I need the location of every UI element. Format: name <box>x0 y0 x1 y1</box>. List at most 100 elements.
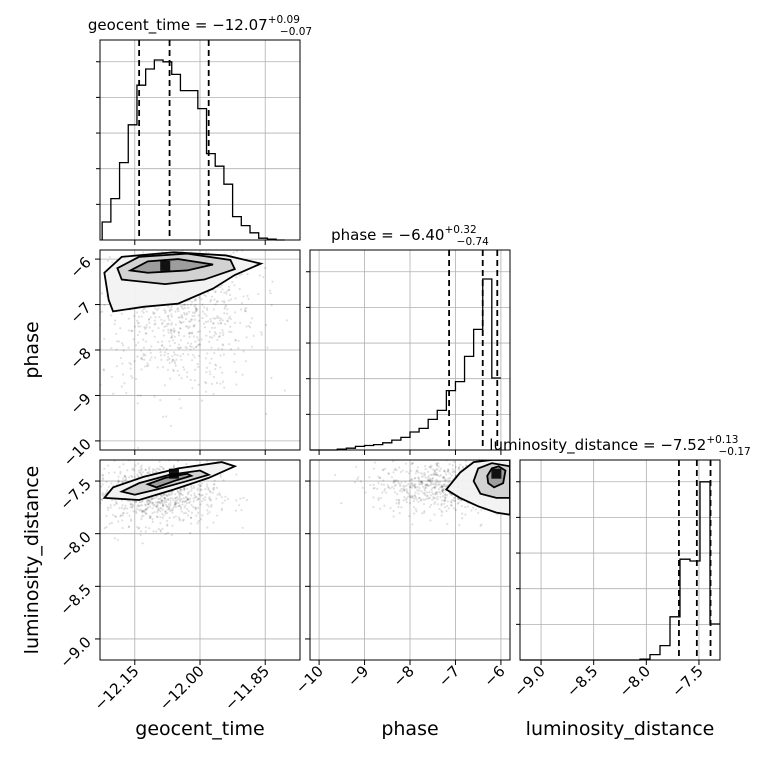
scatter-point <box>179 506 183 509</box>
scatter-point <box>376 487 379 490</box>
scatter-point <box>117 479 120 482</box>
scatter-point <box>229 293 232 297</box>
scatter-point <box>443 479 447 483</box>
scatter-point <box>203 312 206 315</box>
scatter-point <box>114 500 118 503</box>
scatter-point <box>171 360 174 363</box>
scatter-point <box>444 470 447 473</box>
scatter-point <box>98 462 100 464</box>
scatter-point <box>173 362 177 365</box>
scatter-point <box>221 329 224 332</box>
scatter-point <box>397 480 400 483</box>
scatter-point <box>155 505 158 508</box>
scatter-point <box>220 317 223 320</box>
scatter-point <box>195 346 198 349</box>
scatter-point <box>205 334 208 337</box>
scatter-point <box>536 490 538 492</box>
scatter-point <box>218 316 221 319</box>
scatter-point <box>205 314 208 317</box>
scatter-point <box>417 492 420 495</box>
scatter-point <box>141 471 144 474</box>
scatter-point <box>244 306 248 309</box>
scatter-point <box>412 500 415 503</box>
histogram-luminosity_distance <box>520 481 720 661</box>
scatter-point <box>81 507 83 509</box>
x-tick-label: −8.5 <box>563 662 601 700</box>
scatter-point <box>174 499 178 503</box>
scatter-point <box>185 241 187 243</box>
scatter-point <box>171 334 174 337</box>
scatter-point <box>182 365 185 369</box>
scatter-point <box>191 311 195 314</box>
scatter-point <box>219 366 222 369</box>
scatter-point <box>429 465 432 468</box>
scatter-point <box>411 462 414 465</box>
scatter-point <box>128 476 131 479</box>
scatter-point <box>240 235 242 237</box>
scatter-point <box>176 490 179 493</box>
scatter-point <box>141 542 144 545</box>
scatter-point <box>232 225 234 227</box>
scatter-point <box>164 496 167 500</box>
scatter-point <box>194 507 198 510</box>
scatter-point <box>240 244 242 246</box>
scatter-point <box>195 309 198 313</box>
scatter-point <box>424 476 427 479</box>
scatter-point <box>421 482 424 485</box>
scatter-point <box>183 506 186 509</box>
scatter-point <box>156 502 159 505</box>
scatter-point <box>416 469 419 472</box>
scatter-point <box>142 354 145 357</box>
scatter-point <box>251 317 254 320</box>
scatter-point <box>552 472 554 474</box>
scatter-point <box>457 501 460 504</box>
scatter-point <box>92 343 94 345</box>
scatter-point <box>222 380 225 383</box>
scatter-point <box>414 508 417 511</box>
scatter-point <box>113 503 116 507</box>
scatter-point <box>423 472 426 475</box>
scatter-point <box>146 237 148 239</box>
scatter-point <box>127 526 131 529</box>
scatter-point <box>183 500 187 504</box>
scatter-point <box>434 493 437 496</box>
scatter-point <box>427 479 430 482</box>
scatter-point <box>405 470 408 473</box>
scatter-point <box>223 300 226 303</box>
scatter-point <box>134 501 138 504</box>
scatter-point <box>148 455 150 457</box>
scatter-point <box>119 356 122 360</box>
scatter-point <box>140 473 143 476</box>
scatter-point <box>260 331 263 334</box>
scatter-point <box>213 483 216 486</box>
scatter-point <box>395 479 398 482</box>
x-axis-label-phase: phase <box>381 718 438 740</box>
scatter-point <box>445 485 448 488</box>
scatter-point <box>403 495 406 499</box>
scatter-point <box>555 474 557 476</box>
scatter-point <box>168 357 171 361</box>
scatter-point <box>163 354 166 357</box>
scatter-point <box>450 504 453 507</box>
scatter-point <box>426 497 429 500</box>
scatter-point <box>146 502 149 506</box>
scatter-point <box>149 501 152 504</box>
scatter-point <box>439 492 442 495</box>
scatter-point <box>208 370 211 373</box>
scatter-point <box>190 489 193 492</box>
y-tick-label: −8.0 <box>56 528 94 566</box>
scatter-point <box>150 497 153 500</box>
contour-line <box>486 465 507 489</box>
scatter-point <box>203 306 206 309</box>
scatter-point <box>437 488 440 491</box>
scatter-point <box>127 329 130 332</box>
scatter-point <box>160 494 163 497</box>
scatter-point <box>392 487 395 490</box>
scatter-point <box>97 508 99 510</box>
scatter-point <box>121 526 124 530</box>
scatter-point <box>431 483 435 486</box>
scatter-point <box>197 497 200 500</box>
scatter-point <box>137 394 140 397</box>
scatter-point <box>424 483 428 487</box>
scatter-point <box>425 494 428 497</box>
